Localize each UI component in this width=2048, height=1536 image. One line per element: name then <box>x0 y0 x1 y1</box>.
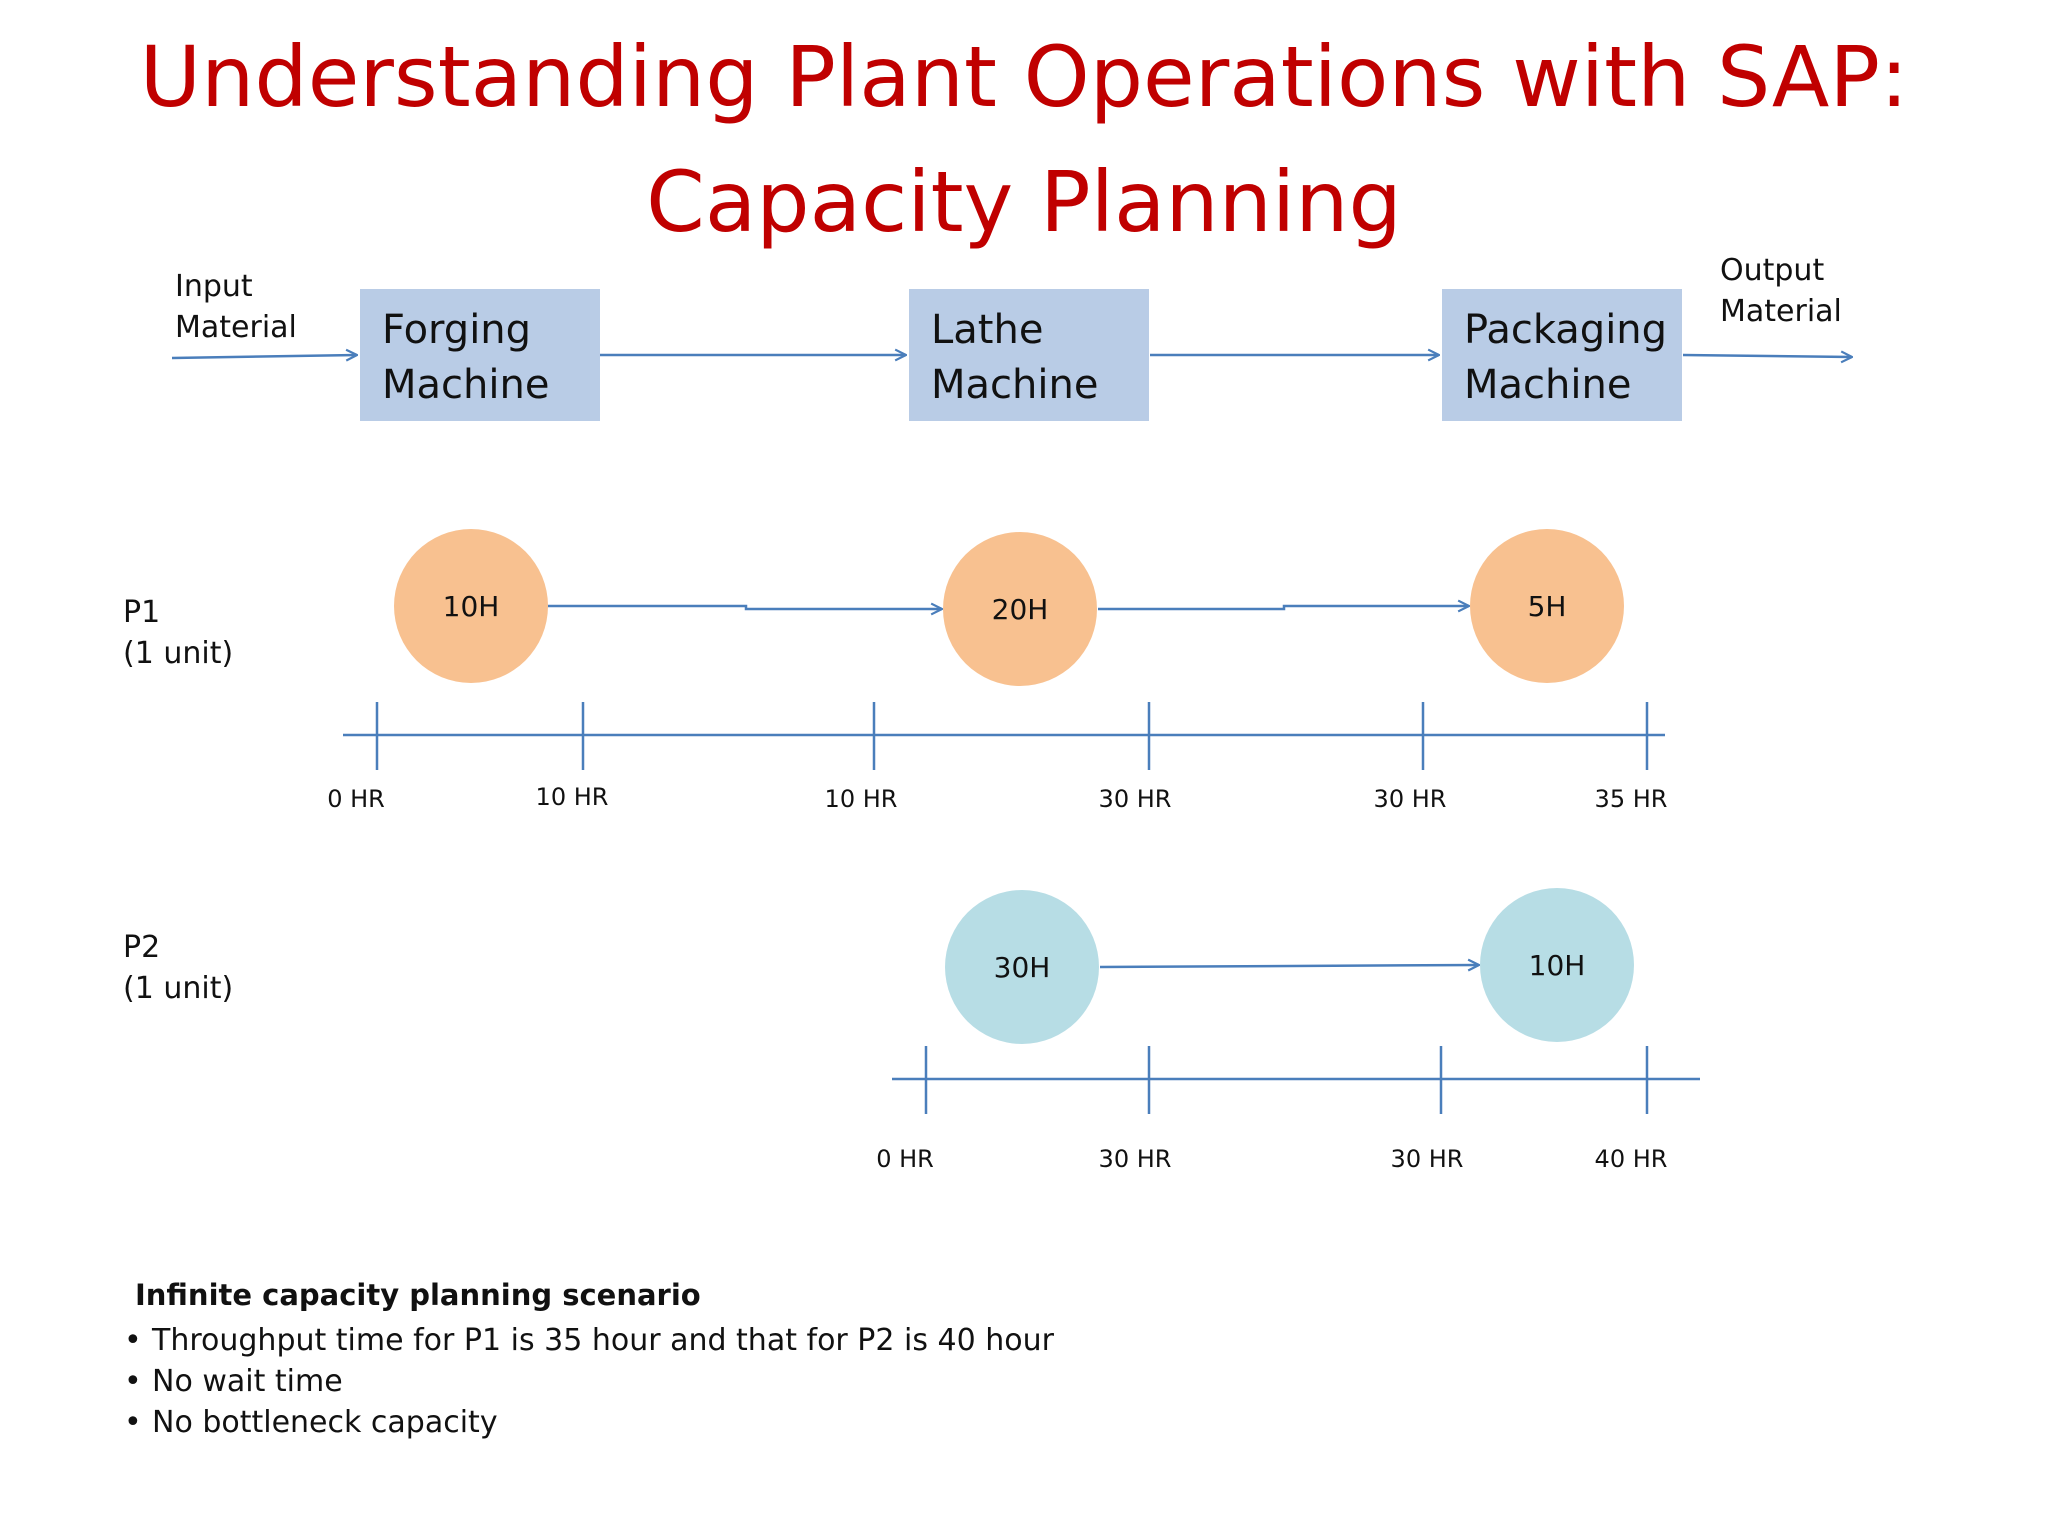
scenario-bullet-list: Throughput time for P1 is 35 hour and th… <box>120 1320 1054 1443</box>
p1-packaging-operation: 5H <box>1470 529 1624 683</box>
scenario-heading: Infinite capacity planning scenario <box>135 1278 701 1312</box>
p1-tick-label: 10 HR <box>824 785 898 813</box>
p1-op2-to-op3-arrow <box>1098 606 1469 609</box>
p2-op1-to-op2-arrow <box>1099 965 1479 967</box>
slide-title-line-2: Capacity Planning <box>646 153 1402 251</box>
p2-lathe-operation: 30H <box>945 890 1099 1044</box>
scenario-bullet: No wait time <box>120 1361 1054 1402</box>
p2-tick-label: 30 HR <box>1098 1145 1172 1173</box>
p1-tick-label: 30 HR <box>1098 785 1172 813</box>
p2-label: P2 (1 unit) <box>123 930 234 1006</box>
p2-tick-label: 40 HR <box>1594 1145 1668 1173</box>
output-material-label: Output Material <box>1720 253 1842 329</box>
forging-machine-box: Forging Machine <box>360 289 600 421</box>
input-material-label: Input Material <box>175 269 297 345</box>
input-arrow <box>171 355 357 358</box>
lathe-machine-box: Lathe Machine <box>909 289 1149 421</box>
scenario-bullet: Throughput time for P1 is 35 hour and th… <box>120 1320 1054 1361</box>
p1-op1-to-op2-arrow <box>548 606 942 609</box>
p1-tick-label: 0 HR <box>327 785 385 813</box>
p1-tick-label: 10 HR <box>535 783 609 811</box>
p2-tick-label: 0 HR <box>876 1145 934 1173</box>
scenario-bullet: No bottleneck capacity <box>120 1402 1054 1443</box>
p1-forging-operation: 10H <box>394 529 548 683</box>
packaging-machine-box: Packaging Machine <box>1442 289 1682 421</box>
output-arrow <box>1682 355 1852 357</box>
p1-tick-label: 30 HR <box>1373 785 1447 813</box>
p1-label: P1 (1 unit) <box>123 595 234 671</box>
p2-tick-label: 30 HR <box>1390 1145 1464 1173</box>
p1-tick-label: 35 HR <box>1594 785 1668 813</box>
p1-lathe-operation: 20H <box>943 532 1097 686</box>
p2-packaging-operation: 10H <box>1480 888 1634 1042</box>
slide-title-line-1: Understanding Plant Operations with SAP: <box>139 28 1909 126</box>
